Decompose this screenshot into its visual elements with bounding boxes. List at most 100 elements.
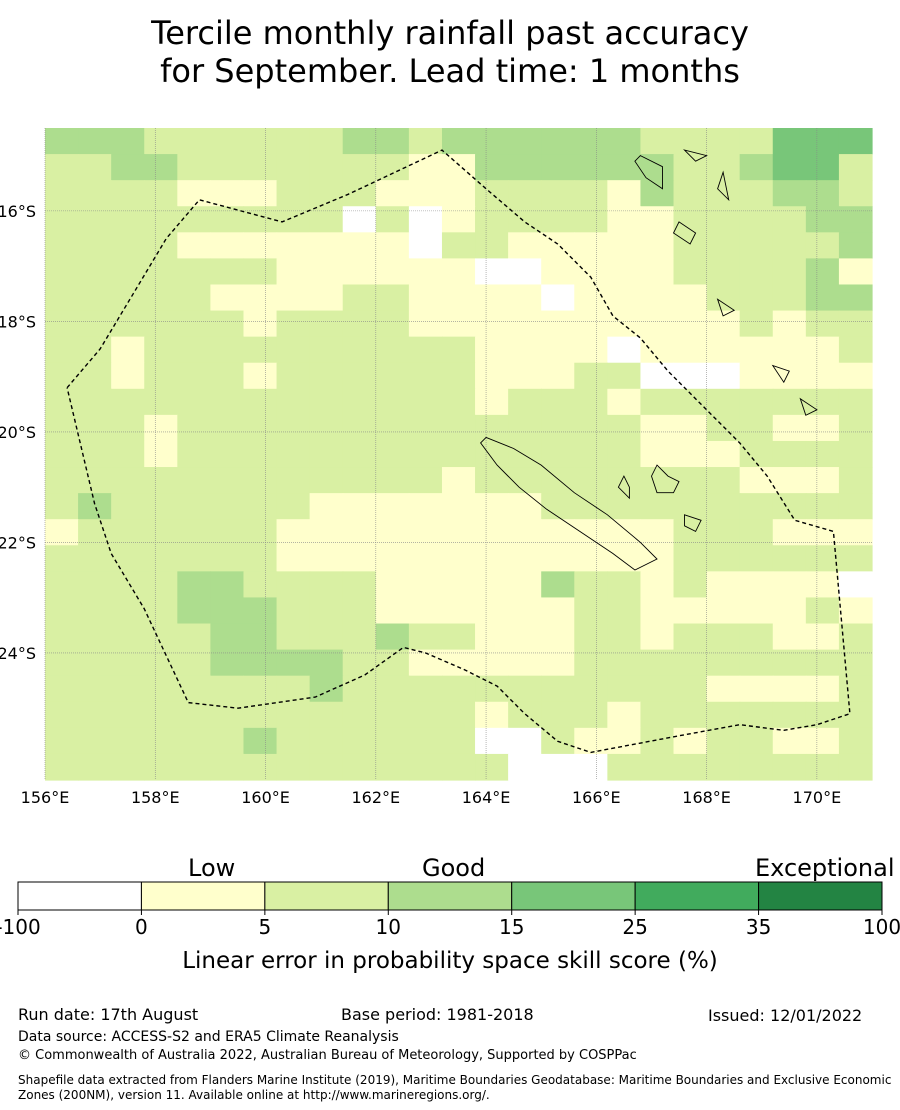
grid-cell (210, 284, 245, 312)
grid-cell (375, 675, 410, 703)
grid-cell (45, 519, 79, 546)
grid-cell (574, 545, 608, 572)
grid-cell (838, 206, 873, 233)
grid-cell (805, 545, 840, 572)
grid-cell (607, 440, 642, 468)
grid-cell (309, 545, 344, 572)
grid-cell (408, 362, 443, 390)
grid-cell (276, 180, 311, 207)
grid-cell (706, 701, 741, 729)
grid-cell (441, 727, 476, 755)
grid-cell (739, 571, 774, 599)
lon-tick-label: 168°E (682, 788, 731, 807)
grid-cell (45, 388, 79, 416)
grid-cell (342, 727, 377, 755)
grid-cell (574, 597, 608, 625)
grid-cell (607, 362, 642, 390)
grid-cell (838, 362, 873, 390)
grid-cell (45, 154, 79, 181)
grid-cell (441, 414, 476, 442)
grid-cell (243, 440, 278, 468)
grid-cell (45, 597, 79, 625)
grid-cell (838, 336, 873, 364)
lon-tick-label: 158°E (131, 788, 180, 807)
grid-cell (210, 128, 245, 155)
grid-cell (243, 753, 278, 781)
grid-cell (706, 440, 741, 468)
grid-cell (408, 440, 443, 468)
grid-cell (78, 519, 112, 546)
grid-cell (607, 336, 642, 364)
grid-cell (408, 284, 443, 312)
grid-cell (309, 388, 344, 416)
grid-cell (210, 753, 245, 781)
grid-cell (838, 467, 873, 494)
lon-tick-label: 170°E (793, 788, 842, 807)
grid-cell (276, 284, 311, 312)
grid-cell (574, 128, 608, 155)
grid-cell (673, 284, 708, 312)
grid-cell (508, 232, 542, 259)
grid-cell (441, 571, 476, 599)
grid-cell (45, 284, 79, 312)
grid-cell (640, 519, 675, 546)
grid-cell (838, 232, 873, 259)
grid-cell (45, 414, 79, 442)
grid-cell (375, 206, 410, 233)
grid-cell (309, 675, 344, 703)
grid-cell (441, 206, 476, 233)
grid-cell (144, 623, 178, 651)
grid-cell (805, 571, 840, 599)
grid-cell (739, 545, 774, 572)
grid-cell (541, 310, 575, 338)
rainfall-accuracy-map: 156°E 158°E 160°E 162°E 164°E 166°E 168°E 170°E… (0, 128, 873, 807)
lat-tick-label: 18°S (0, 312, 36, 331)
grid-cell (475, 284, 509, 312)
grid-cell (640, 258, 675, 286)
grid-cell (607, 206, 642, 233)
grid-cell (475, 128, 509, 155)
grid-cell (177, 649, 211, 677)
grid-cell (144, 493, 178, 520)
grid-cell (408, 571, 443, 599)
grid-cell (342, 414, 377, 442)
grid-cell (541, 519, 575, 546)
grid-cell (673, 258, 708, 286)
grid-cell (309, 154, 344, 181)
grid-cell (177, 519, 211, 546)
grid-cell (607, 727, 642, 755)
grid-cell (508, 727, 542, 755)
grid-cell (111, 623, 145, 651)
grid-cell (45, 362, 79, 390)
grid-cell (607, 597, 642, 625)
grid-cell (276, 649, 311, 677)
grid-cell (640, 701, 675, 729)
grid-cell (805, 753, 840, 781)
grid-cell (144, 310, 178, 338)
grid-cell (541, 467, 575, 494)
grid-cell (210, 232, 245, 259)
grid-cell (342, 701, 377, 729)
grid-cell (541, 623, 575, 651)
grid-cell (607, 154, 642, 181)
grid-cell (607, 232, 642, 259)
legend-category-low: Low (188, 854, 236, 882)
grid-cell (541, 336, 575, 364)
grid-cell (739, 128, 774, 155)
grid-cell (441, 128, 476, 155)
colorbar-swatch (758, 881, 883, 911)
grid-cell (508, 519, 542, 546)
grid-cell (375, 753, 410, 781)
grid-cell (210, 649, 245, 677)
base-period: Base period: 1981-2018 (341, 1005, 534, 1024)
grid-cell (706, 388, 741, 416)
grid-cell (309, 362, 344, 390)
grid-cell (541, 206, 575, 233)
grid-cell (475, 180, 509, 207)
grid-cell (309, 753, 344, 781)
grid-cell (574, 258, 608, 286)
grid-cell (772, 519, 807, 546)
grid-cell (574, 284, 608, 312)
grid-cell (45, 753, 79, 781)
grid-cell (45, 180, 79, 207)
